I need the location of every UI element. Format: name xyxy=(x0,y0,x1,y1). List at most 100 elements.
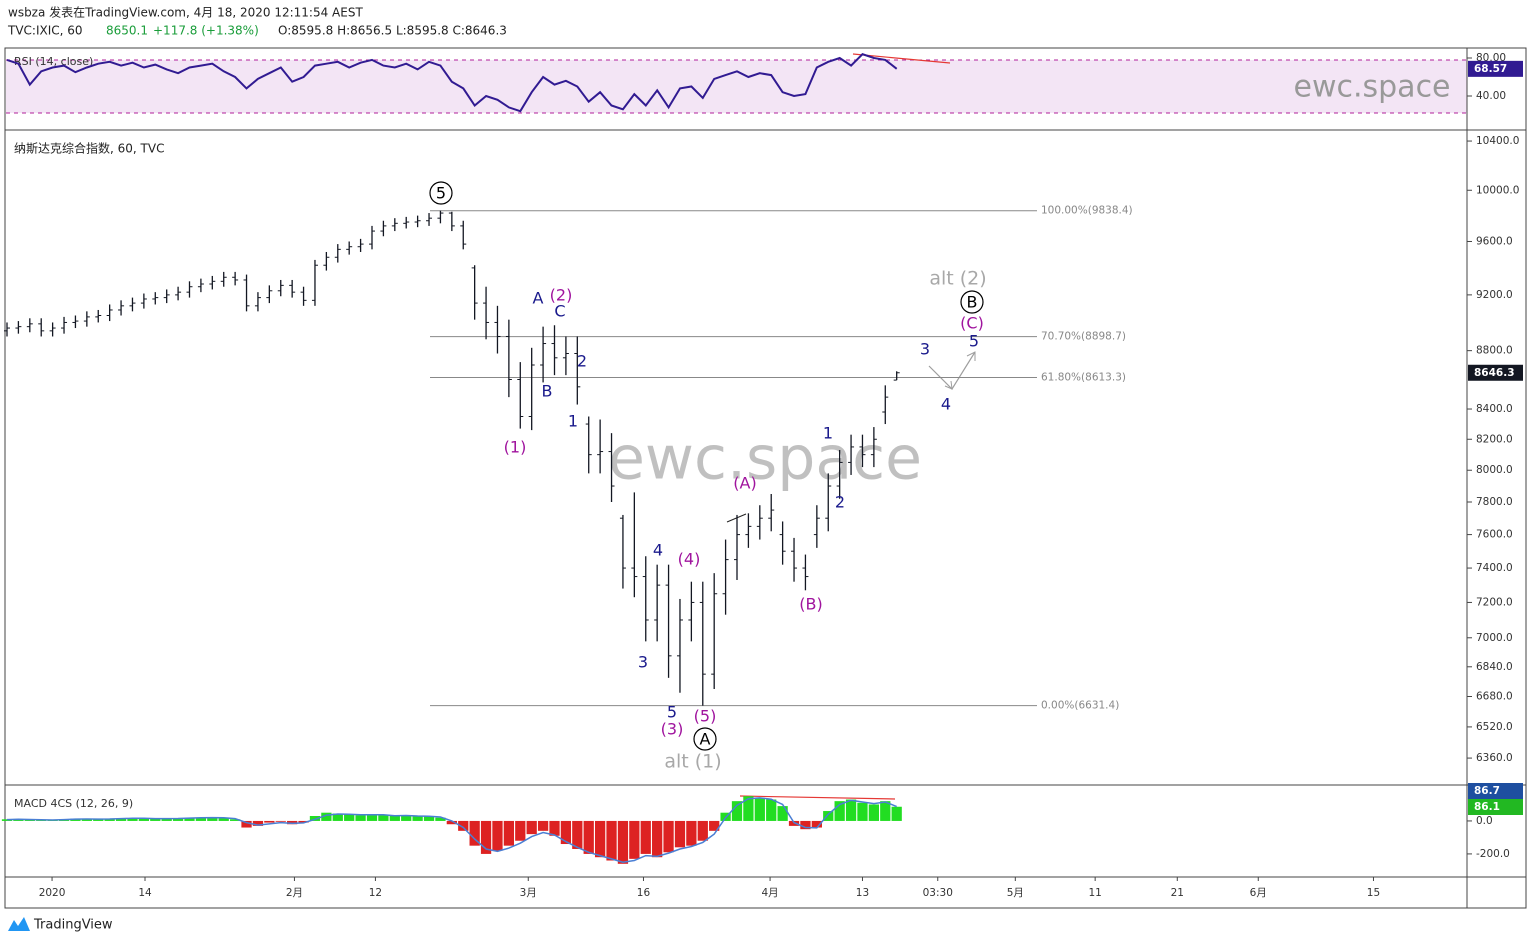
histogram-bar xyxy=(93,819,104,821)
histogram-bar xyxy=(104,818,115,821)
histogram-bar xyxy=(195,817,207,821)
histogram-bar xyxy=(172,818,184,821)
histogram-bar xyxy=(686,820,697,846)
y-tick-label: 7800.0 xyxy=(1476,496,1513,508)
histogram-bar xyxy=(823,811,834,821)
histogram-bar xyxy=(458,820,469,831)
histogram-bar xyxy=(1,819,13,821)
histogram-bar xyxy=(138,818,150,821)
arrow-head xyxy=(944,380,953,390)
histogram-bar xyxy=(150,818,161,821)
wave-label: (1) xyxy=(504,438,527,457)
logo-icon xyxy=(8,917,30,931)
y-tick-label: 6680.0 xyxy=(1476,690,1513,702)
histogram-bar xyxy=(332,813,343,821)
watermark: ewc.space xyxy=(1293,70,1450,105)
histogram-bar xyxy=(81,818,92,821)
histogram-bar xyxy=(811,820,822,828)
y-tick-label: 7000.0 xyxy=(1476,632,1513,644)
x-tick-label: 4月 xyxy=(761,887,778,899)
watermark: ewc.space xyxy=(608,424,922,494)
y-tick-label: 7600.0 xyxy=(1476,529,1513,541)
y-tick-label: 9600.0 xyxy=(1476,235,1513,247)
y-tick-label: -200.0 xyxy=(1476,848,1510,860)
change: +117.8 (+1.38%) xyxy=(153,24,259,38)
histogram-bar xyxy=(275,820,286,822)
x-tick-label: 21 xyxy=(1171,887,1184,899)
wave-label: (A) xyxy=(733,474,756,493)
wave-label: 2 xyxy=(835,493,845,512)
wave-circle xyxy=(960,290,984,314)
histogram-bar xyxy=(401,815,412,821)
histogram-bar xyxy=(321,812,332,821)
wave-label: alt (2) xyxy=(929,268,986,290)
histogram-bar xyxy=(526,820,537,835)
wave-label: (C) xyxy=(960,314,984,333)
histogram-bar xyxy=(834,801,845,821)
x-tick-label: 12 xyxy=(369,887,382,899)
histogram-bar xyxy=(366,814,378,821)
pane-title: RSI (14, close) xyxy=(14,55,93,68)
histogram-bar xyxy=(389,815,400,821)
brand-logo[interactable]: TradingView xyxy=(8,917,113,933)
histogram-bar xyxy=(207,817,218,821)
y-tick-label: 9200.0 xyxy=(1476,289,1513,301)
x-tick-label: 13 xyxy=(856,887,869,899)
histogram-bar xyxy=(309,815,321,821)
fib-label: 61.80%(8613.3) xyxy=(1041,372,1126,384)
wave-label: 5 xyxy=(969,332,979,351)
histogram-bar xyxy=(880,801,891,821)
y-tick-label: 8000.0 xyxy=(1476,464,1513,476)
histogram-bar xyxy=(127,817,138,821)
histogram-bar xyxy=(754,797,765,821)
histogram-bar xyxy=(287,820,298,825)
histogram-bar xyxy=(594,820,606,858)
wave-label: (4) xyxy=(678,550,701,569)
y-tick-label: 6360.0 xyxy=(1476,752,1513,764)
y-tick-label: 8400.0 xyxy=(1476,403,1513,415)
histogram-bar xyxy=(731,801,743,821)
x-tick-label: 14 xyxy=(138,887,152,899)
histogram-bar xyxy=(161,818,172,821)
wave-label: 2 xyxy=(577,352,587,371)
symbol: TVC:IXIC, 60 xyxy=(7,24,83,38)
histogram-bar xyxy=(549,820,560,836)
arrow-head xyxy=(966,351,976,361)
histogram-bar xyxy=(857,802,868,821)
histogram-bar xyxy=(629,820,640,859)
ohlc-values: O:8595.8 H:8656.5 L:8595.8 C:8646.3 xyxy=(278,24,507,38)
price-last-value-box xyxy=(1468,364,1523,381)
last-price: 8650.1 xyxy=(106,24,148,38)
header-line: wsbza 发表在TradingView.com, 4月 18, 2020 12… xyxy=(8,5,363,20)
y-tick-label: 0.0 xyxy=(1476,815,1493,827)
histogram-bar xyxy=(743,796,754,821)
histogram-bar xyxy=(640,820,651,854)
rsi-last-value-box xyxy=(1468,60,1523,77)
rsi-band xyxy=(6,60,1467,113)
wave-label: 1 xyxy=(823,424,833,443)
histogram-bar xyxy=(891,806,902,821)
x-tick-label: 6月 xyxy=(1250,887,1267,899)
histogram-bar xyxy=(412,816,423,821)
wave-label: alt (1) xyxy=(664,751,721,773)
wave-circle xyxy=(693,727,717,751)
histogram-bar xyxy=(583,820,594,854)
y-tick-label: 7200.0 xyxy=(1476,596,1513,608)
histogram-bar xyxy=(868,804,880,821)
histogram-bar xyxy=(606,820,617,861)
x-tick-label: 3月 xyxy=(520,887,537,899)
rsi-last-value: 68.57 xyxy=(1474,63,1507,75)
histogram-bar xyxy=(252,820,264,826)
histogram-bar xyxy=(800,820,811,830)
y-tick-label: 7400.0 xyxy=(1476,562,1513,574)
histogram-bar xyxy=(241,820,252,828)
histogram-bar xyxy=(229,819,241,821)
wave-label: 5 xyxy=(667,703,677,722)
x-tick-label: 11 xyxy=(1088,887,1101,899)
x-tick-label: 2月 xyxy=(286,887,303,899)
wave-label: 3 xyxy=(638,653,648,672)
divergence-line xyxy=(739,795,896,800)
